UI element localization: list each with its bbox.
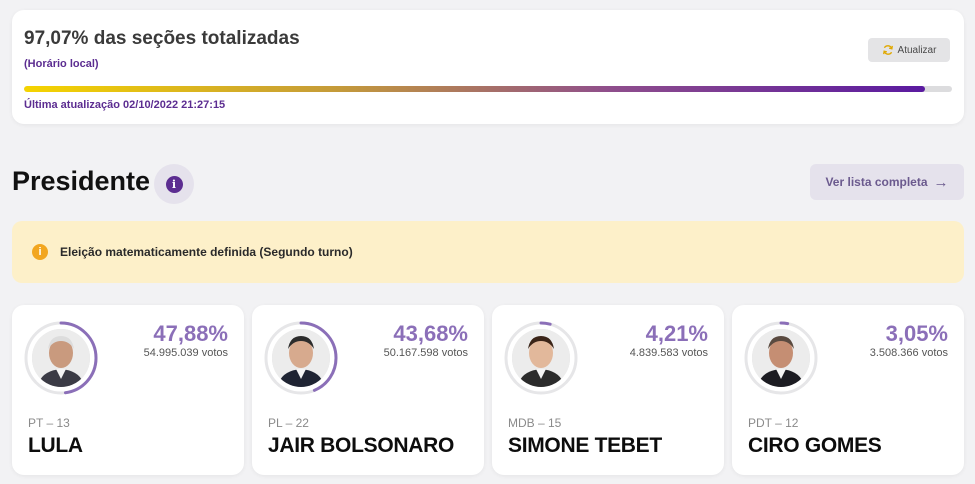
ring-progress xyxy=(264,321,338,395)
candidate-percent: 43,68% xyxy=(393,321,468,346)
candidate-name: JAIR BOLSONARO xyxy=(268,434,454,457)
candidate-party: PT – 13 xyxy=(28,416,70,430)
arrow-right-icon: → xyxy=(933,173,949,191)
candidate-party: MDB – 15 xyxy=(508,416,562,430)
totalization-progress-bar xyxy=(24,86,952,92)
refresh-button-label: Atualizar xyxy=(897,44,937,56)
candidate-card[interactable]: 4,21% 4.839.583 votos MDB – 15 SIMONE TE… xyxy=(492,305,724,475)
totalization-title: 97,07% das seções totalizadas xyxy=(24,28,300,49)
candidate-percent: 47,88% xyxy=(153,321,228,346)
candidate-card[interactable]: 47,88% 54.995.039 votos PT – 13 LULA xyxy=(12,305,244,475)
vote-share-ring xyxy=(264,321,338,395)
view-full-list-label: Ver lista completa xyxy=(825,175,928,189)
candidate-photo xyxy=(752,329,810,387)
totalization-status-card: 97,07% das seções totalizadas (Horário l… xyxy=(12,10,964,124)
totalization-progress-fill xyxy=(24,86,925,92)
candidate-party: PL – 22 xyxy=(268,416,309,430)
candidate-percent: 3,05% xyxy=(885,321,948,346)
candidate-votes: 3.508.366 votos xyxy=(869,347,948,359)
view-full-list-button[interactable]: Ver lista completa → xyxy=(810,164,964,200)
candidate-photo xyxy=(32,329,90,387)
candidate-party: PDT – 12 xyxy=(748,416,799,430)
last-update-timestamp: Última atualização 02/10/2022 21:27:15 xyxy=(24,99,226,111)
ring-progress xyxy=(744,321,818,395)
candidate-name: SIMONE TEBET xyxy=(508,434,662,457)
vote-share-ring xyxy=(24,321,98,395)
ring-progress xyxy=(504,321,578,395)
ring-progress xyxy=(24,321,98,395)
alert-info-icon: i xyxy=(32,244,48,260)
candidate-votes: 50.167.598 votos xyxy=(383,347,468,359)
refresh-button[interactable]: Atualizar xyxy=(868,38,950,62)
page-title: Presidente xyxy=(12,166,151,196)
candidate-votes: 4.839.583 votos xyxy=(629,347,708,359)
local-time-label: (Horário local) xyxy=(24,58,99,70)
candidate-photo xyxy=(272,329,330,387)
candidate-percent: 4,21% xyxy=(645,321,708,346)
candidate-photo xyxy=(512,329,570,387)
election-alert: i Eleição matematicamente definida (Segu… xyxy=(12,221,964,283)
candidate-votes: 54.995.039 votos xyxy=(143,347,228,359)
refresh-icon xyxy=(882,45,893,55)
vote-share-ring xyxy=(744,321,818,395)
info-button[interactable]: i xyxy=(154,164,194,204)
info-icon: i xyxy=(165,175,183,193)
candidate-name: LULA xyxy=(28,434,83,457)
candidate-card[interactable]: 3,05% 3.508.366 votos PDT – 12 CIRO GOME… xyxy=(732,305,964,475)
vote-share-ring xyxy=(504,321,578,395)
candidate-card[interactable]: 43,68% 50.167.598 votos PL – 22 JAIR BOL… xyxy=(252,305,484,475)
alert-text: Eleição matematicamente definida (Segund… xyxy=(60,245,353,259)
candidate-name: CIRO GOMES xyxy=(748,434,882,457)
